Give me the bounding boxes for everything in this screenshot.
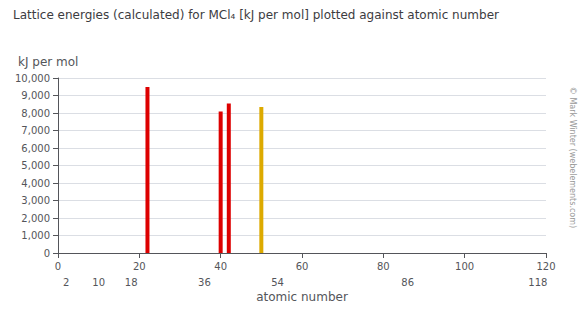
svg-text:36: 36	[198, 277, 211, 288]
svg-text:2,000: 2,000	[21, 213, 50, 224]
svg-text:40: 40	[214, 261, 227, 272]
svg-text:10: 10	[92, 277, 105, 288]
svg-text:60: 60	[296, 261, 309, 272]
svg-text:120: 120	[536, 261, 555, 272]
svg-text:Lattice energies (calculated): Lattice energies (calculated) for MCl₄ […	[13, 8, 499, 22]
svg-text:54: 54	[271, 277, 284, 288]
svg-text:18: 18	[125, 277, 138, 288]
svg-text:5,000: 5,000	[21, 160, 50, 171]
svg-text:2: 2	[63, 277, 69, 288]
svg-text:0: 0	[55, 261, 61, 272]
svg-text:kJ per mol: kJ per mol	[18, 55, 78, 69]
svg-text:7,000: 7,000	[21, 125, 50, 136]
svg-text:10,000: 10,000	[15, 73, 50, 84]
svg-text:0: 0	[44, 248, 50, 259]
svg-text:80: 80	[377, 261, 390, 272]
svg-text:8,000: 8,000	[21, 108, 50, 119]
svg-text:6,000: 6,000	[21, 143, 50, 154]
svg-text:86: 86	[401, 277, 414, 288]
svg-text:100: 100	[455, 261, 474, 272]
svg-text:9,000: 9,000	[21, 90, 50, 101]
svg-text:118: 118	[528, 277, 547, 288]
svg-text:© Mark Winter (webelements.com: © Mark Winter (webelements.com)	[568, 87, 577, 228]
svg-text:3,000: 3,000	[21, 195, 50, 206]
svg-text:4,000: 4,000	[21, 178, 50, 189]
svg-text:atomic number: atomic number	[256, 290, 348, 304]
svg-text:1,000: 1,000	[21, 230, 50, 241]
svg-text:20: 20	[133, 261, 146, 272]
